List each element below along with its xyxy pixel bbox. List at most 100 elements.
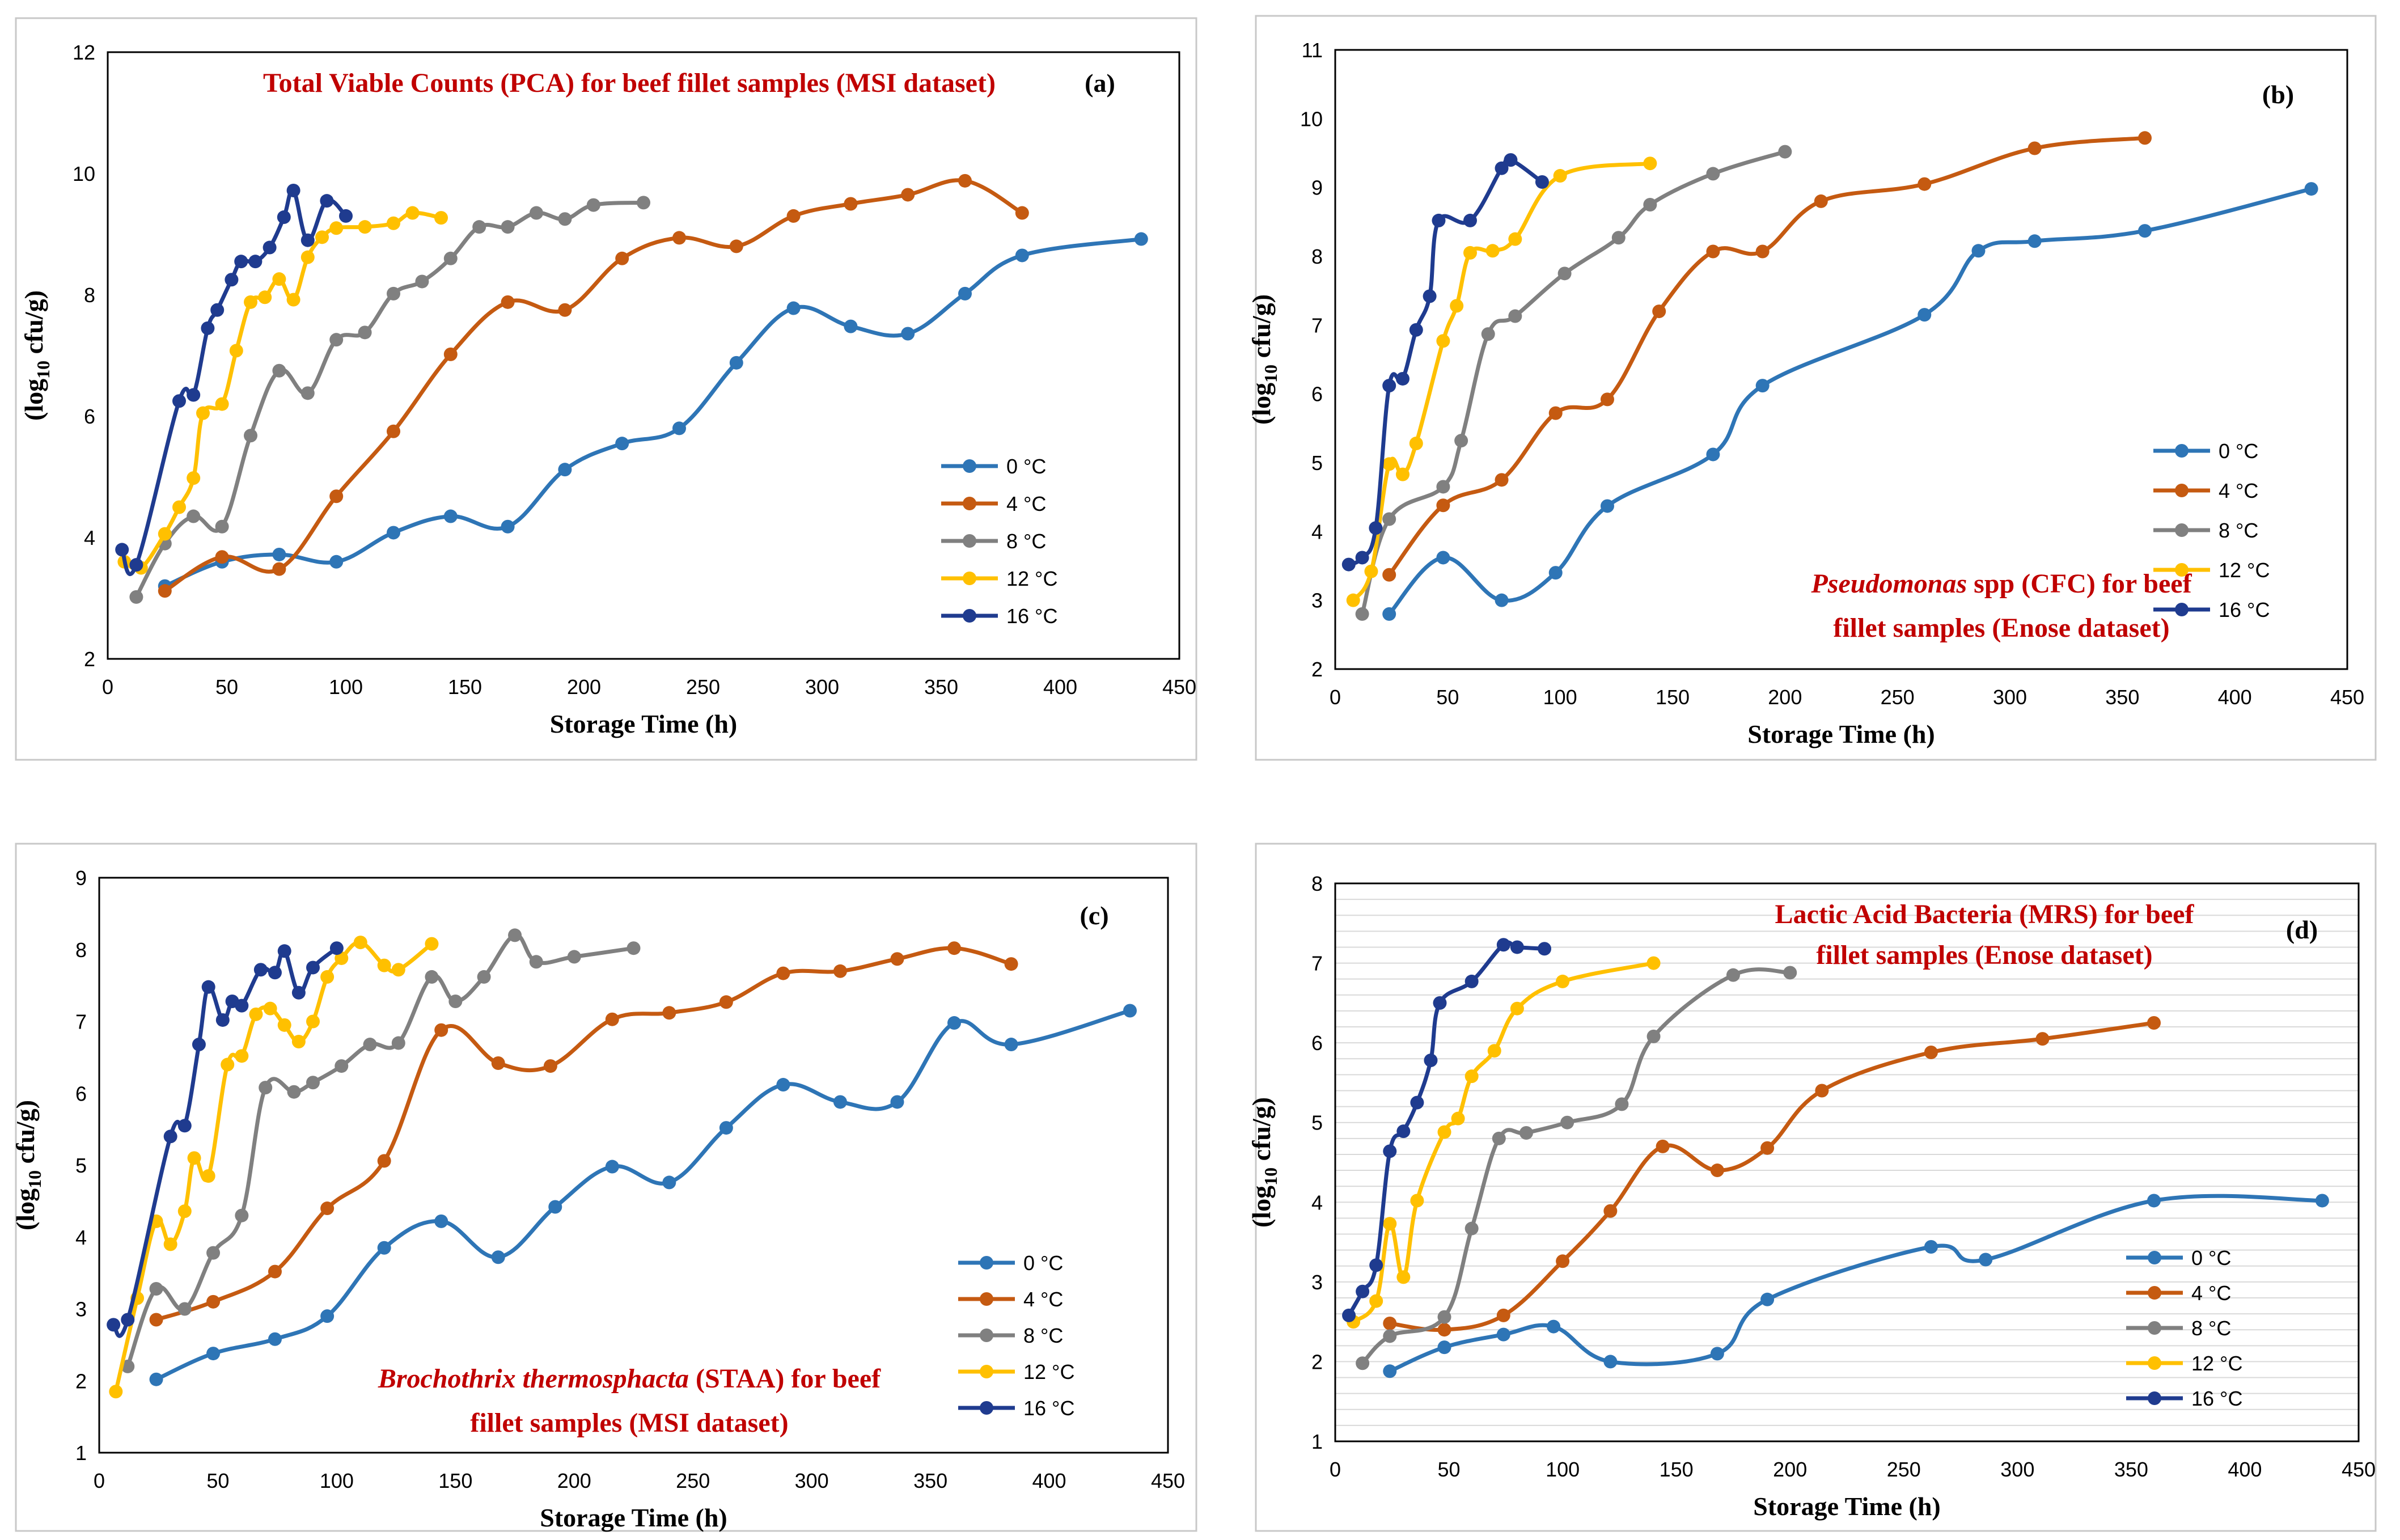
data-point <box>1464 974 1479 988</box>
data-point <box>329 941 344 955</box>
data-point <box>320 1201 335 1216</box>
y-tick-label: 4 <box>1311 520 1323 543</box>
chart-title-line: fillet samples (Enose dataset) <box>1816 940 2152 970</box>
x-tick-label: 350 <box>2114 1458 2148 1481</box>
y-axis-label: (log10 cfu/g) <box>19 290 53 421</box>
x-tick-label: 100 <box>320 1469 354 1492</box>
legend-entry: 4 °C <box>941 492 1046 515</box>
data-point <box>306 961 320 975</box>
data-point <box>268 1332 282 1346</box>
data-point <box>1492 1131 1506 1145</box>
y-tick-label: 5 <box>1311 1111 1323 1135</box>
x-tick-label: 100 <box>1546 1458 1580 1481</box>
legend-marker <box>2175 484 2189 497</box>
data-point <box>434 211 448 225</box>
legend-marker <box>2175 603 2189 616</box>
data-point <box>1538 942 1552 956</box>
data-point <box>387 286 400 301</box>
data-point <box>215 550 229 564</box>
y-axis-label-main: (log <box>1247 383 1276 425</box>
y-tick-label: 9 <box>75 866 87 890</box>
data-point <box>235 1049 249 1063</box>
x-tick-label: 200 <box>557 1469 591 1492</box>
data-point <box>187 1151 201 1165</box>
legend-marker <box>2148 1321 2161 1335</box>
x-tick-label: 350 <box>2105 686 2139 709</box>
data-point <box>201 321 215 335</box>
y-tick-label: 10 <box>1300 107 1323 130</box>
data-point <box>1383 1364 1397 1378</box>
data-point <box>2304 182 2318 196</box>
series-4CC <box>158 174 1029 598</box>
data-point <box>719 1121 733 1135</box>
legend-label: 8 °C <box>1006 530 1046 553</box>
data-point <box>833 964 847 978</box>
legend-entry: 4 °C <box>958 1288 1063 1311</box>
data-point <box>1396 467 1409 481</box>
data-point <box>1510 1001 1524 1016</box>
data-point <box>477 970 491 984</box>
data-point <box>434 1023 448 1037</box>
data-point <box>1971 244 1986 258</box>
data-point <box>1815 1084 1829 1098</box>
data-point <box>1548 566 1563 580</box>
series-4CC <box>1382 131 2152 582</box>
data-point <box>300 386 315 400</box>
data-point <box>1485 244 1500 258</box>
data-point <box>1450 299 1464 313</box>
series-12CC <box>109 936 439 1399</box>
data-point <box>1410 1194 1424 1208</box>
data-point <box>2138 224 2152 238</box>
legend-marker <box>980 1256 993 1270</box>
data-point <box>1451 1111 1465 1126</box>
data-point <box>158 527 172 541</box>
data-point <box>844 197 858 211</box>
data-point <box>206 1347 221 1361</box>
data-point <box>1341 557 1356 572</box>
series-4CC <box>1383 1016 2161 1337</box>
data-point <box>358 325 372 340</box>
y-tick-label: 2 <box>84 648 95 671</box>
data-point <box>443 251 458 265</box>
legend-marker <box>2175 444 2189 458</box>
data-point <box>387 526 400 540</box>
x-tick-label: 150 <box>448 675 482 699</box>
data-point <box>1814 194 1828 208</box>
data-point <box>529 955 543 969</box>
legend-marker <box>2175 563 2189 577</box>
y-tick-label: 1 <box>75 1441 87 1465</box>
x-tick-label: 0 <box>102 675 113 699</box>
data-point <box>1123 1004 1137 1018</box>
panel-frame <box>1255 15 2377 761</box>
y-axis-label-main: (log <box>1247 1186 1276 1228</box>
legend-marker <box>963 459 976 473</box>
data-point <box>196 406 210 420</box>
data-point <box>2027 234 2042 248</box>
x-tick-label: 300 <box>1993 686 2027 709</box>
chart-title: Lactic Acid Bacteria (MRS) for beef fille… <box>1775 899 2195 970</box>
data-point <box>329 333 344 347</box>
legend-entry: 12 °C <box>958 1360 1074 1384</box>
data-point <box>1495 473 1509 487</box>
data-point <box>448 995 463 1009</box>
data-point <box>1646 956 1661 970</box>
legend-entry: 8 °C <box>2153 519 2258 542</box>
y-tick-label: 7 <box>75 1010 87 1034</box>
legend-marker <box>2148 1251 2161 1264</box>
data-point <box>1346 593 1360 607</box>
legend-label: 12 °C <box>2219 559 2270 582</box>
data-point <box>1369 1258 1383 1272</box>
data-point <box>1556 1254 1570 1268</box>
data-point <box>387 216 400 230</box>
legend-marker <box>2148 1286 2161 1300</box>
data-point <box>263 240 277 255</box>
plot-area-border <box>1334 882 2360 1442</box>
legend-label: 16 °C <box>2191 1387 2242 1410</box>
data-point <box>177 1119 192 1133</box>
data-point <box>615 437 629 451</box>
data-point <box>1504 153 1518 167</box>
data-point <box>291 1034 306 1048</box>
data-point <box>1519 1126 1533 1140</box>
x-tick-label: 200 <box>567 675 601 699</box>
data-point <box>662 1175 676 1190</box>
